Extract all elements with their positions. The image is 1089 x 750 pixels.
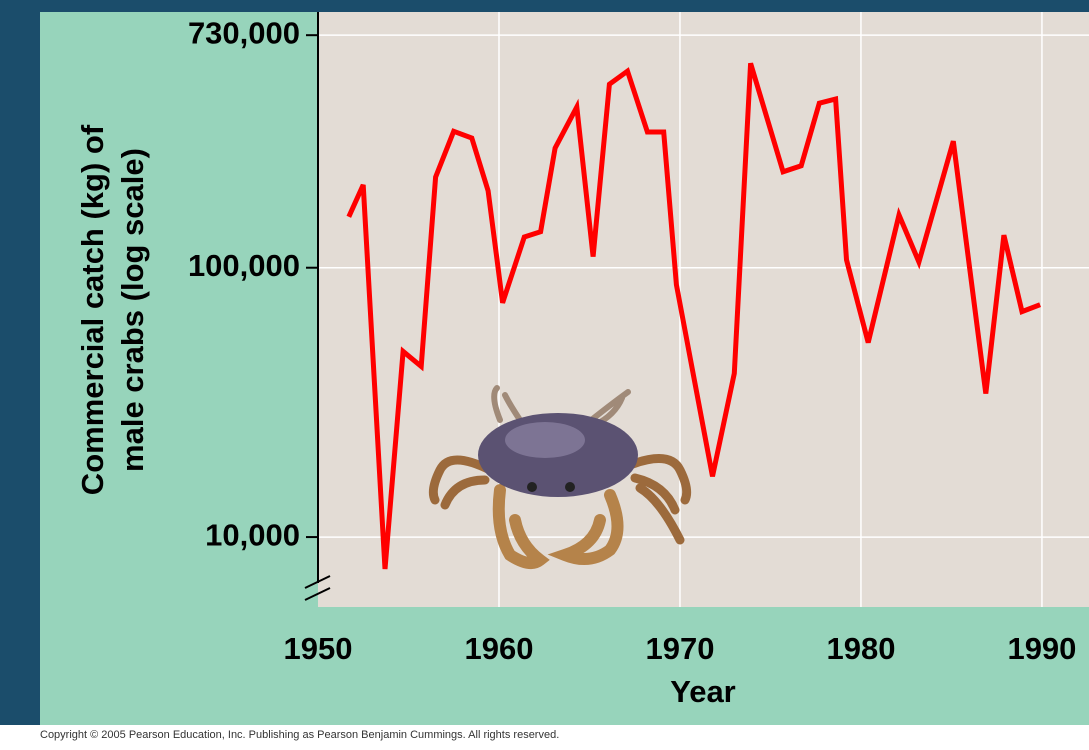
y-axis-title: male crabs (log scale) [115,148,150,472]
x-tick-label: 1970 [645,631,714,666]
x-tick-label: 1950 [284,631,353,666]
x-tick-label: 1960 [465,631,534,666]
y-tick-label: 10,000 [205,517,300,552]
copyright: Copyright © 2005 Pearson Education, Inc.… [40,729,559,741]
x-axis-title: Year [670,674,736,709]
x-tick-label: 1990 [1007,631,1076,666]
y-tick-label: 100,000 [188,248,300,283]
y-axis-title: Commercial catch (kg) of [75,124,110,495]
y-tick-label: 730,000 [188,15,300,50]
x-tick-label: 1980 [826,631,895,666]
crab-illustration [428,385,692,570]
data-line [346,62,1041,570]
axis-break [304,575,331,589]
axis-break [304,587,331,601]
